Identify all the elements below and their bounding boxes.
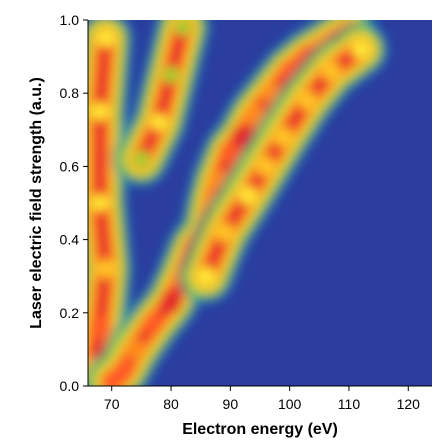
ridge-0-peak-1	[88, 316, 111, 339]
x-axis-label: Electron energy (eV)	[182, 421, 338, 438]
y-tick-label: 0.0	[60, 378, 80, 394]
y-tick-label: 0.8	[60, 85, 80, 101]
x-axis: 70 80 90 100 110 120	[104, 386, 420, 412]
y-axis: 0.0 0.2 0.4 0.6 0.8 1.0	[60, 12, 88, 394]
y-tick-label: 0.2	[60, 305, 80, 321]
ridge-3-peak-1	[150, 113, 168, 132]
x-tick-label: 110	[338, 396, 361, 412]
ridge-0-peak-3	[91, 194, 109, 212]
x-tick-label: 100	[278, 396, 302, 412]
x-tick-label: 120	[397, 396, 421, 412]
heatmap-surface	[88, 20, 390, 386]
ridge-3-level-8	[136, 22, 188, 164]
y-tick-label: 0.6	[60, 158, 80, 174]
ridge-3-peak-3	[174, 20, 192, 36]
ridge-2-peak-1	[214, 222, 234, 242]
x-tick-label: 80	[163, 396, 179, 412]
ridge-1-peak-1	[112, 360, 135, 383]
y-tick-label: 1.0	[60, 12, 80, 28]
ridge-1-peak-3	[142, 312, 165, 335]
ridge-0-peak-5	[96, 29, 115, 48]
ridge-2-peak-7	[351, 40, 371, 59]
ridge-1-peak-2	[124, 338, 146, 360]
y-tick-label: 0.4	[60, 232, 80, 248]
ridge-2-peak-2	[238, 186, 258, 205]
ridge-2-peak-0	[197, 266, 216, 286]
ridge-0-peak-2	[96, 259, 116, 279]
ridge-3-peak-2	[162, 66, 180, 84]
x-tick-label: 70	[104, 396, 120, 412]
ridge-2-peak-5	[297, 90, 317, 111]
plot-frame	[87, 20, 432, 387]
y-axis-label: Laser electric field strength (a.u.)	[28, 77, 45, 329]
ridge-2-peak-6	[321, 61, 341, 81]
x-tick-label: 90	[223, 396, 239, 412]
ridge-1-peak-12	[243, 104, 265, 126]
ridge-0-peak-4	[90, 102, 109, 121]
ridge-2-peak-4	[273, 127, 294, 147]
ridge-1-peak-4	[159, 290, 183, 314]
ridge-3-peak-0	[133, 150, 150, 168]
ridge-2-peak-3	[256, 156, 276, 176]
